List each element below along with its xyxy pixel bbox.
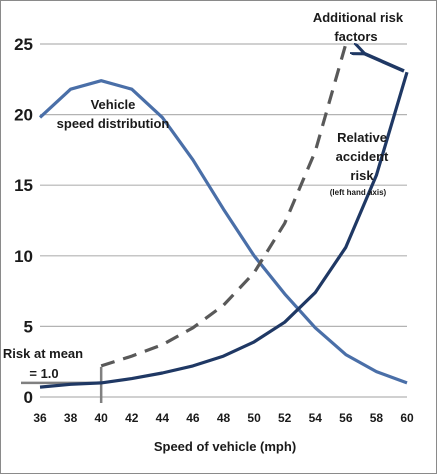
y-tick-label: 25 bbox=[14, 35, 33, 54]
x-tick-label: 42 bbox=[125, 411, 139, 425]
x-tick-label: 40 bbox=[94, 411, 108, 425]
speed-distribution-label-line2: speed distribution bbox=[57, 116, 170, 131]
risk-at-mean-label-line1: Risk at mean bbox=[3, 346, 83, 361]
x-axis-ticks: 36 38 40 42 44 46 48 50 52 54 56 58 60 bbox=[33, 411, 414, 425]
x-tick-label: 60 bbox=[400, 411, 414, 425]
relative-risk-label-line3: risk bbox=[350, 168, 374, 183]
x-tick-label: 54 bbox=[309, 411, 323, 425]
y-tick-label: 10 bbox=[14, 247, 33, 266]
series-layer bbox=[38, 43, 409, 389]
relative-risk-label-line2: accident bbox=[336, 149, 389, 164]
y-tick-label: 20 bbox=[14, 106, 33, 125]
x-tick-label: 44 bbox=[156, 411, 170, 425]
x-axis-label: Speed of vehicle (mph) bbox=[154, 439, 296, 454]
additional-risk-label-line2: factors bbox=[334, 29, 377, 44]
x-tick-label: 52 bbox=[278, 411, 292, 425]
x-tick-label: 38 bbox=[64, 411, 78, 425]
relative-risk-axis-note: (left hand axis) bbox=[330, 188, 387, 197]
additional-risk-arrow bbox=[363, 53, 405, 73]
y-tick-label: 5 bbox=[24, 317, 33, 336]
additional-risk-line bbox=[100, 43, 348, 368]
additional-risk-label-line1: Additional risk bbox=[313, 10, 404, 25]
x-tick-label: 50 bbox=[247, 411, 261, 425]
x-tick-label: 46 bbox=[186, 411, 200, 425]
speed-distribution-label-line1: Vehicle bbox=[91, 97, 136, 112]
y-tick-label: 15 bbox=[14, 176, 33, 195]
x-tick-label: 58 bbox=[370, 411, 384, 425]
speed-distribution-line bbox=[38, 79, 408, 385]
x-tick-label: 48 bbox=[217, 411, 231, 425]
relative-risk-line bbox=[39, 71, 409, 389]
relative-risk-label-line1: Relative bbox=[337, 130, 387, 145]
x-tick-label: 36 bbox=[33, 411, 47, 425]
gridlines bbox=[40, 43, 407, 398]
y-axis-ticks: 0 5 10 15 20 25 bbox=[14, 35, 33, 407]
risk-at-mean-label-line2: = 1.0 bbox=[29, 366, 58, 381]
y-tick-label: 0 bbox=[24, 388, 33, 407]
x-tick-label: 56 bbox=[339, 411, 353, 425]
